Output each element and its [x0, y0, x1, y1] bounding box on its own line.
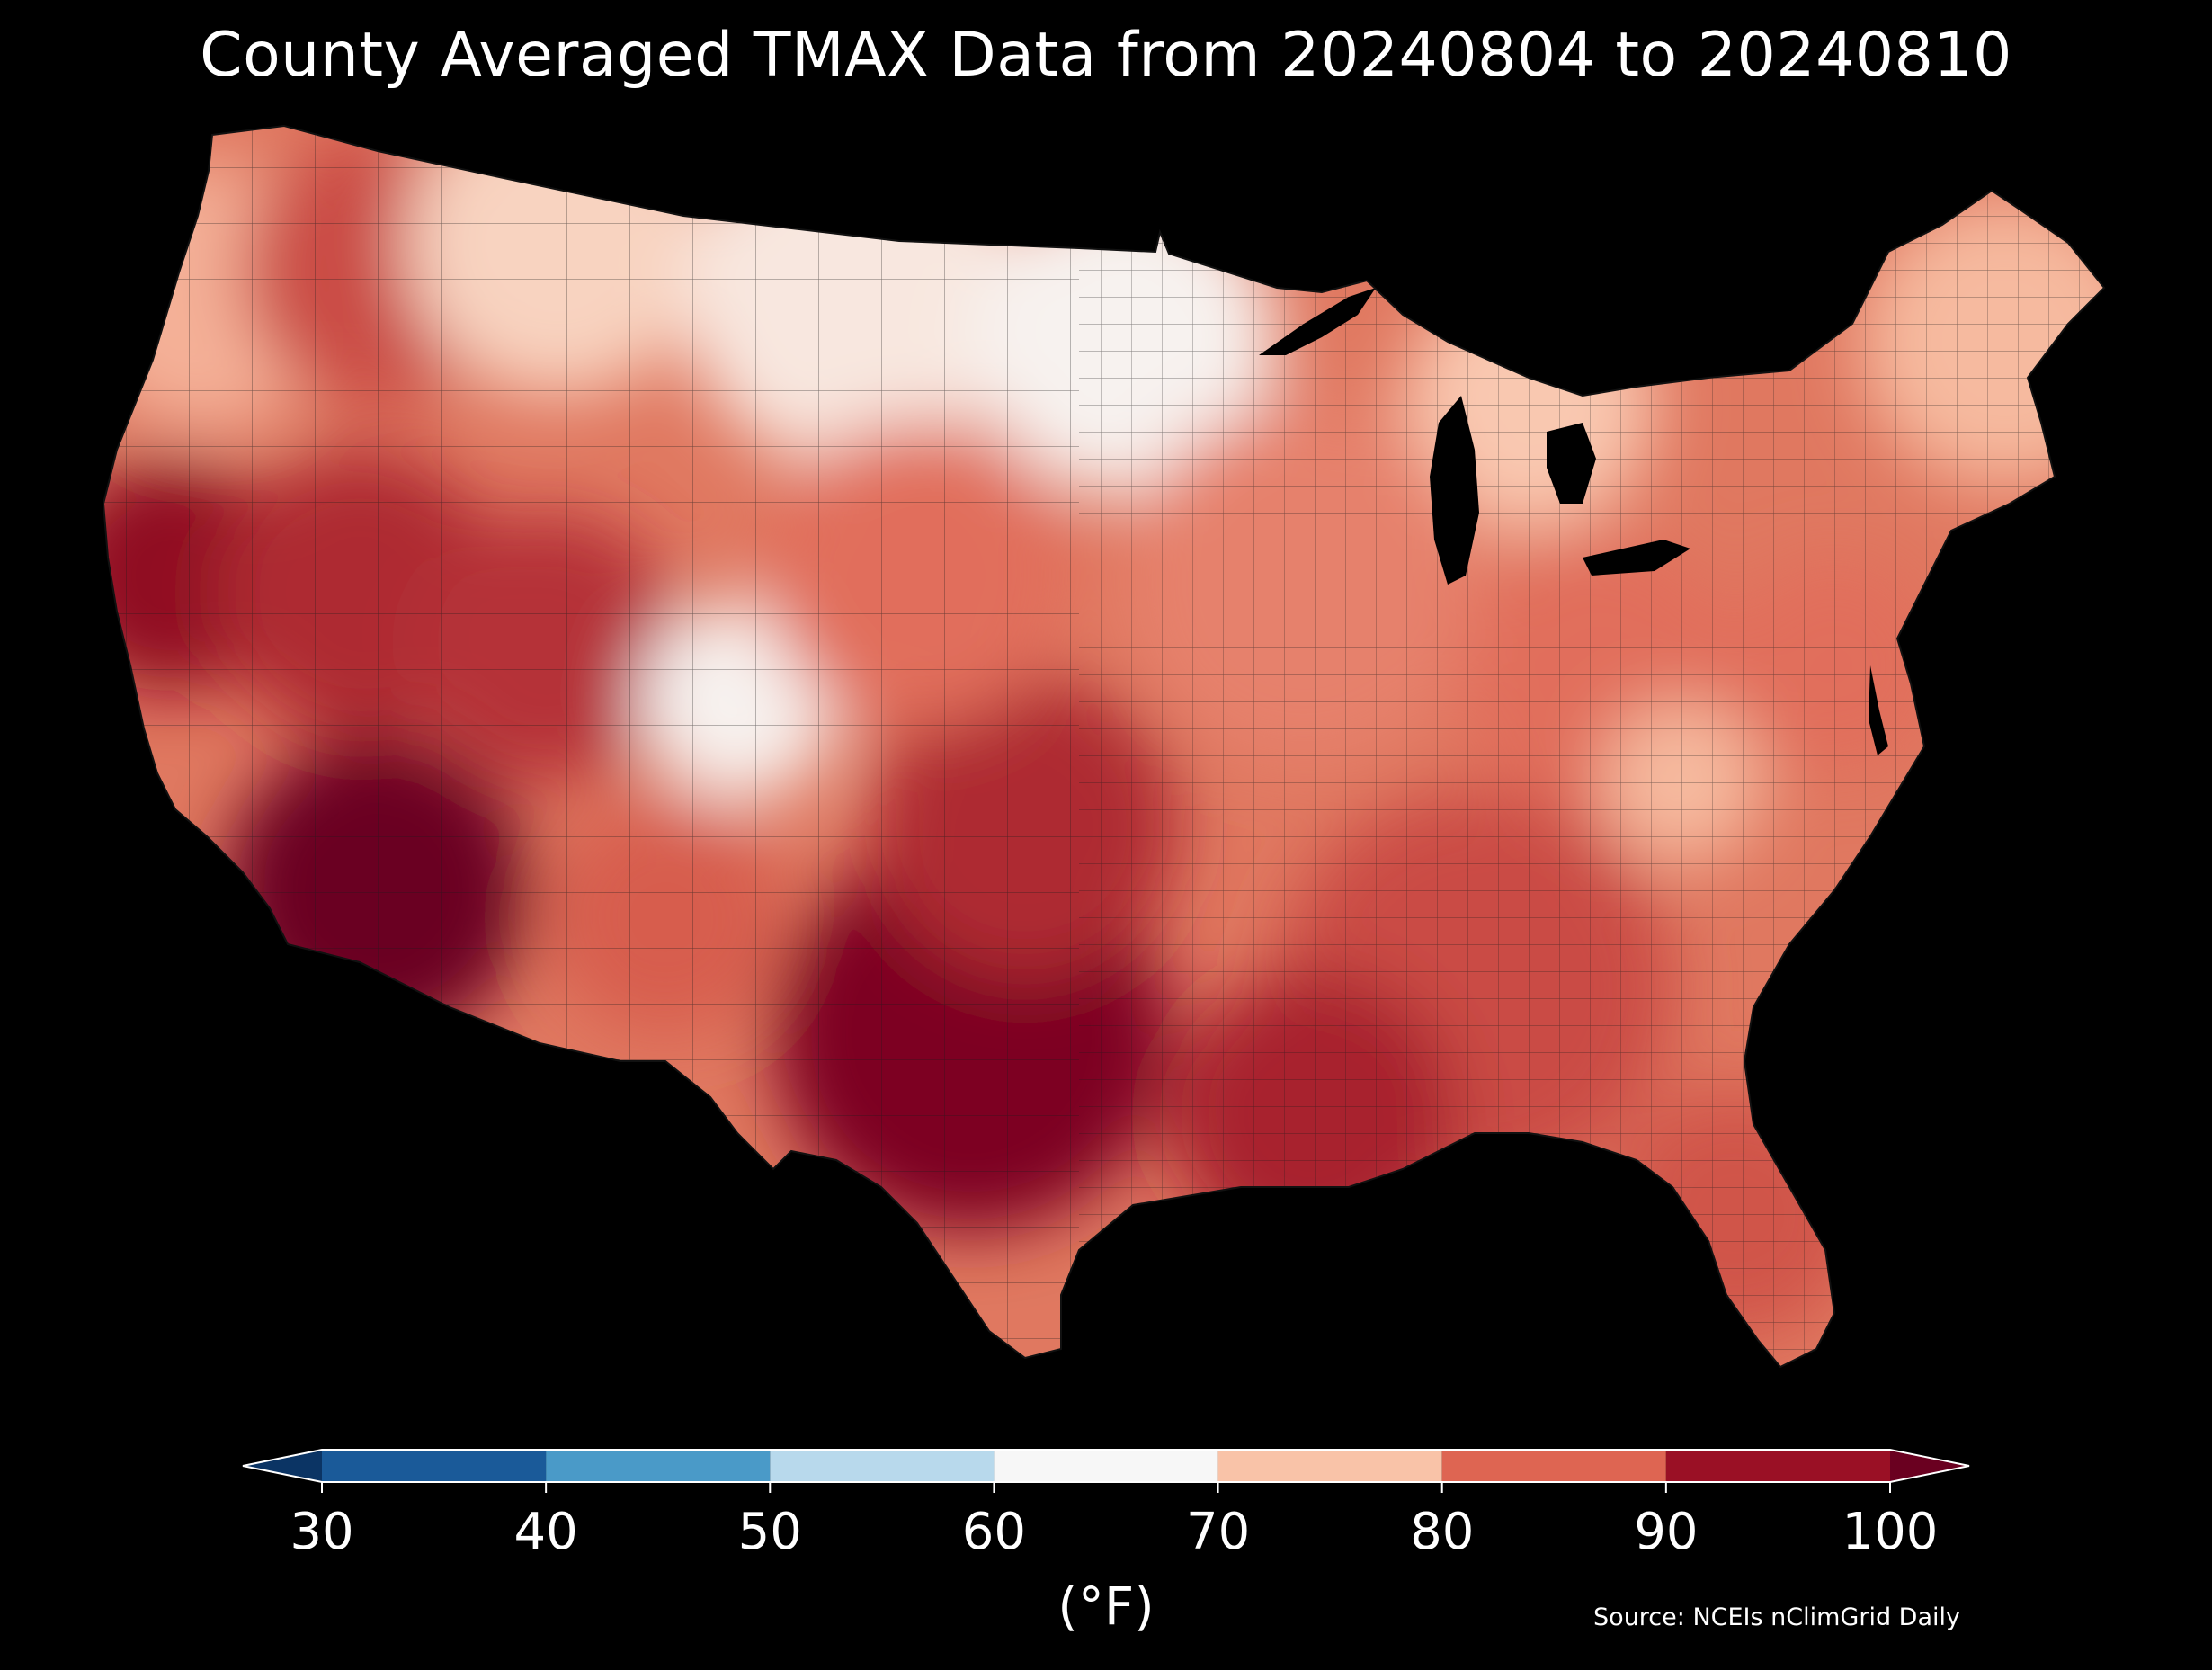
choropleth-map	[102, 124, 2106, 1369]
colorbar-tick-label: 90	[1634, 1503, 1698, 1561]
colorbar-bin-30-40	[322, 1450, 547, 1482]
colorbar-tick-label: 30	[290, 1503, 353, 1561]
colorbar-bin-80-90	[1441, 1450, 1666, 1482]
chesapeake-bay	[1869, 665, 1888, 755]
map-title: County Averaged TMAX Data from 20240804 …	[200, 20, 2012, 91]
colorbar-bin-50-60	[770, 1450, 995, 1482]
colorbar: 30 40 50 60 70 80 90 100	[0, 1430, 2212, 1666]
colorbar-tick-label: 50	[738, 1503, 802, 1561]
colorbar-tick-label: 40	[514, 1503, 578, 1561]
colorbar-tick-label: 70	[1186, 1503, 1250, 1561]
lake-michigan	[1430, 396, 1479, 585]
colorbar-bin-90-100	[1665, 1450, 1890, 1482]
colorbar-over-arrow	[1890, 1450, 1969, 1482]
great-lakes	[1259, 288, 1888, 755]
colorbar-tick-label: 80	[1410, 1503, 1474, 1561]
lake-huron	[1547, 423, 1596, 504]
colorbar-bin-70-80	[1217, 1450, 1442, 1482]
colorbar-under-arrow	[243, 1450, 322, 1482]
colorbar-label: (°F)	[1057, 1576, 1155, 1637]
colorbar-tick-label: 100	[1842, 1503, 1939, 1561]
us-map-svg	[102, 124, 2106, 1369]
colorbar-bin-60-70	[994, 1450, 1218, 1482]
colorbar-tick-label: 60	[962, 1503, 1026, 1561]
source-note: Source: NCEIs nClimGrid Daily	[1593, 1603, 1960, 1631]
colorbar-svg: 30 40 50 60 70 80 90 100	[242, 1449, 1970, 1561]
lake-superior	[1259, 288, 1376, 355]
colorbar-bin-40-50	[546, 1450, 771, 1482]
lake-erie	[1583, 540, 1690, 576]
